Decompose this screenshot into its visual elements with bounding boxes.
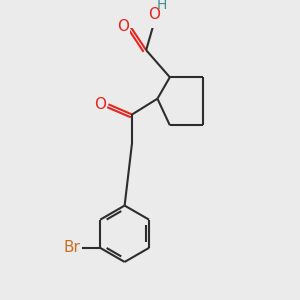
Text: O: O [148,7,160,22]
Text: O: O [94,97,106,112]
Text: Br: Br [64,240,80,255]
Text: H: H [157,0,167,12]
Text: O: O [117,19,129,34]
